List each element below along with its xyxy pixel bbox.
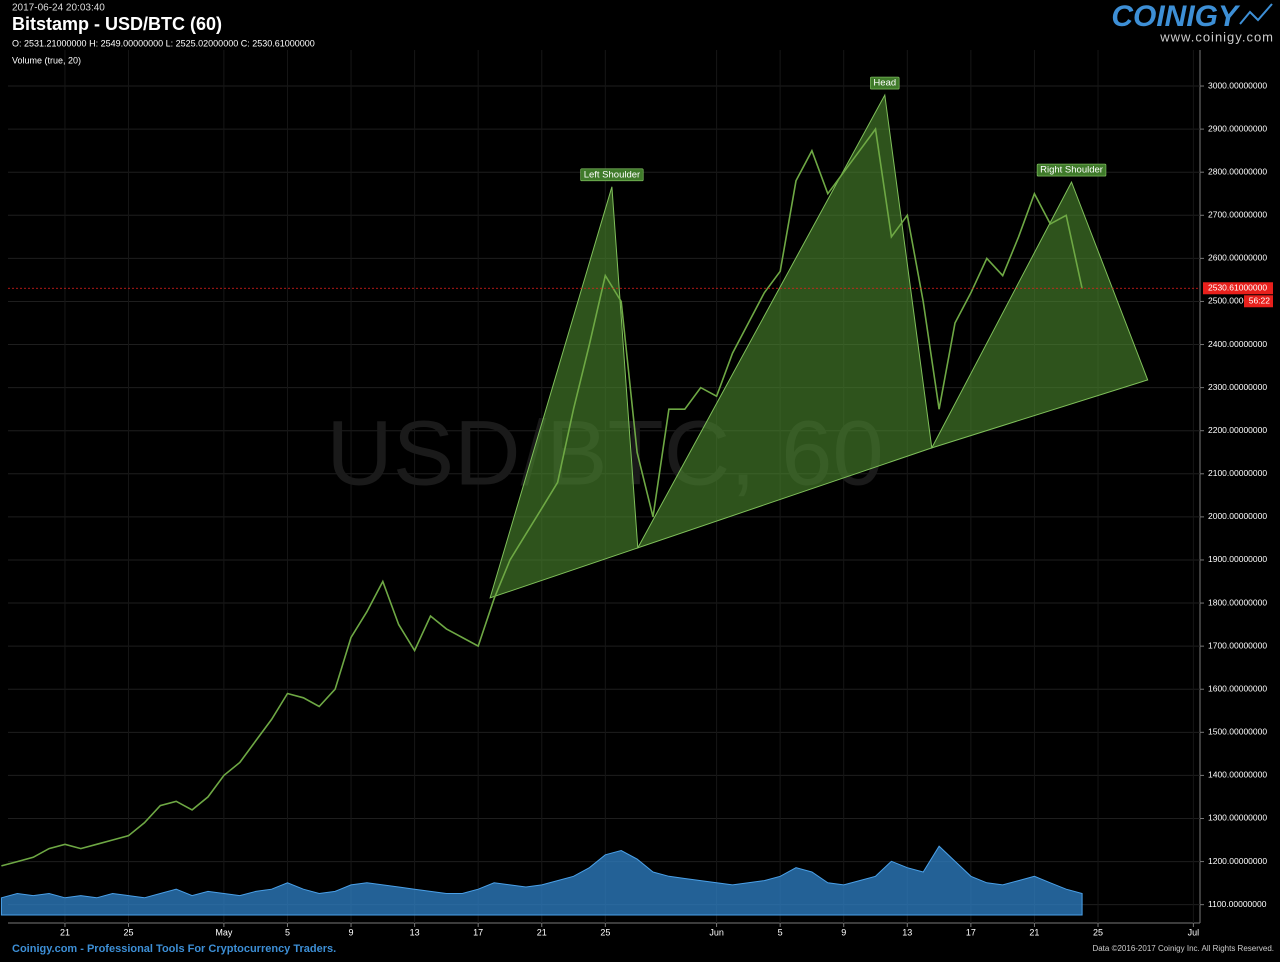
chart-title: Bitstamp - USD/BTC (60) bbox=[12, 14, 222, 34]
x-tick-label: 25 bbox=[124, 927, 134, 937]
x-tick-label: 9 bbox=[841, 927, 846, 937]
last-price-box bbox=[1203, 282, 1273, 295]
footer-left: Coinigy.com - Professional Tools For Cry… bbox=[12, 943, 336, 955]
y-tick-label: 1300.00000000 bbox=[1208, 813, 1267, 823]
y-tick-label: 2100.00000000 bbox=[1208, 468, 1267, 478]
plot: Left Shoulder Head Right Shoulder 2530.6100… bbox=[0, 76, 1273, 916]
x-tick-label: 13 bbox=[410, 927, 420, 937]
y-tick-label: 2400.00000000 bbox=[1208, 339, 1267, 349]
price-line bbox=[1, 127, 1083, 867]
last-price-label: 2530.61000000 bbox=[1208, 283, 1267, 293]
y-tick-label: 1400.00000000 bbox=[1208, 770, 1267, 780]
y-tick-label: 2200.00000000 bbox=[1208, 425, 1267, 435]
y-tick-label: 2500.00000000 bbox=[1208, 296, 1267, 306]
y-tick-label: 1600.00000000 bbox=[1208, 683, 1267, 693]
y-tick-label: 1700.00000000 bbox=[1208, 640, 1267, 650]
x-tick-label: 17 bbox=[966, 927, 976, 937]
pattern-label: Right Shoulder bbox=[1040, 165, 1103, 176]
y-tick-label: 1500.00000000 bbox=[1208, 727, 1267, 737]
x-tick-label: 9 bbox=[349, 927, 354, 937]
pattern-shape bbox=[489, 186, 639, 599]
countdown: 56:22 bbox=[1249, 296, 1271, 306]
countdown-box bbox=[1244, 295, 1273, 308]
x-tick-label: 5 bbox=[778, 927, 783, 937]
y-tick-label: 2000.00000000 bbox=[1208, 511, 1267, 521]
y-tick-label: 1100.00000000 bbox=[1208, 899, 1267, 909]
y-tick-label: 2800.00000000 bbox=[1208, 166, 1267, 176]
y-tick-label: 1200.00000000 bbox=[1208, 856, 1267, 866]
pattern-shape bbox=[636, 93, 933, 549]
x-tick-label: May bbox=[215, 927, 233, 937]
x-tick-label: 5 bbox=[285, 927, 290, 937]
y-tick-label: 1900.00000000 bbox=[1208, 554, 1267, 564]
logo-url: www.coinigy.com bbox=[1159, 29, 1274, 44]
x-tick-label: 21 bbox=[60, 927, 70, 937]
pattern-label-box bbox=[870, 76, 900, 90]
x-tick-label: Jul bbox=[1188, 927, 1200, 937]
logo: COINIGY bbox=[1111, 0, 1241, 33]
logo-icon bbox=[1239, 3, 1273, 25]
y-tick-label: 2600.00000000 bbox=[1208, 253, 1267, 263]
y-tick-label: 3000.00000000 bbox=[1208, 80, 1267, 90]
y-tick-label: 2700.00000000 bbox=[1208, 210, 1267, 220]
pattern-label: Head bbox=[873, 78, 896, 89]
pattern-label-box bbox=[1036, 163, 1107, 177]
timestamp: 2017-06-24 20:03:40 bbox=[12, 3, 105, 14]
footer-right: Data ©2016-2017 Coinigy Inc. All Rights … bbox=[1092, 944, 1274, 953]
pattern-label: Left Shoulder bbox=[584, 169, 641, 180]
pattern-shape bbox=[930, 180, 1149, 449]
x-tick-label: 21 bbox=[537, 927, 547, 937]
x-tick-label: 21 bbox=[1029, 927, 1039, 937]
x-tick-label: 17 bbox=[473, 927, 483, 937]
volume-area bbox=[0, 845, 1083, 916]
x-tick-label: 25 bbox=[600, 927, 610, 937]
x-tick-label: 25 bbox=[1093, 927, 1103, 937]
indicator-label: Volume (true, 20) bbox=[12, 55, 81, 65]
x-tick-label: Jun bbox=[709, 927, 724, 937]
y-tick-label: 2300.00000000 bbox=[1208, 382, 1267, 392]
pattern-label-box bbox=[580, 168, 644, 182]
ohlc: O: 2531.21000000 H: 2549.00000000 L: 252… bbox=[12, 38, 315, 48]
y-tick-label: 2900.00000000 bbox=[1208, 123, 1267, 133]
y-tick-label: 1800.00000000 bbox=[1208, 597, 1267, 607]
x-tick-label: 13 bbox=[902, 927, 912, 937]
